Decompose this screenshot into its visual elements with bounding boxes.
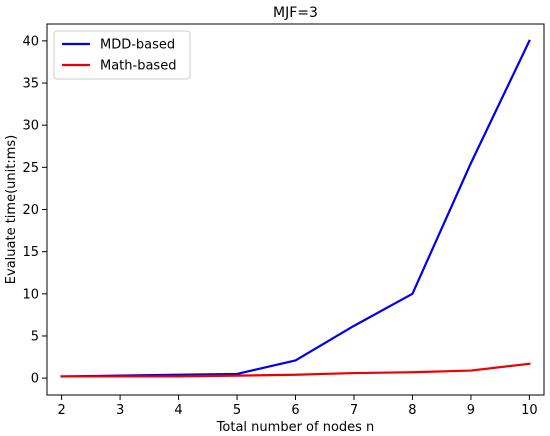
- x-tick-label: 6: [291, 403, 299, 418]
- y-tick-label: 5: [31, 329, 39, 344]
- plot-frame: [46, 23, 545, 396]
- legend: MDD-based Math-based: [53, 30, 191, 80]
- x-tick-label: 7: [350, 403, 358, 418]
- x-tick-label: 8: [408, 403, 416, 418]
- series-line-mdd-based: [60, 39, 531, 378]
- y-tick-label: 35: [22, 77, 39, 92]
- y-tick-label: 40: [22, 34, 39, 49]
- y-tick-label: 10: [22, 287, 39, 302]
- series-layer: [60, 39, 531, 378]
- x-tick-label: 2: [57, 403, 65, 418]
- chart-title: MJF=3: [273, 5, 318, 21]
- x-tick-label: 4: [174, 403, 182, 418]
- x-tick-label: 10: [521, 403, 538, 418]
- x-axis: 2 3 4 5 6 7 8 9 10: [57, 395, 538, 418]
- y-tick-label: 30: [22, 119, 39, 134]
- x-axis-label: Total number of nodes n: [216, 420, 375, 435]
- x-tick-label: 9: [467, 403, 475, 418]
- legend-entry: MDD-based: [100, 38, 175, 53]
- x-tick-label: 5: [233, 403, 241, 418]
- legend-entry: Math-based: [100, 59, 176, 74]
- y-axis-label: Evaluate time(unit:ms): [4, 135, 19, 284]
- y-axis: 0 5 10 15 20 25 30 35 40: [22, 34, 47, 387]
- x-tick-label: 3: [116, 403, 124, 418]
- y-tick-label: 0: [31, 372, 39, 387]
- y-tick-label: 25: [22, 161, 39, 176]
- y-tick-label: 15: [22, 245, 39, 260]
- series-line-math-based: [60, 362, 531, 378]
- y-tick-label: 20: [22, 203, 39, 218]
